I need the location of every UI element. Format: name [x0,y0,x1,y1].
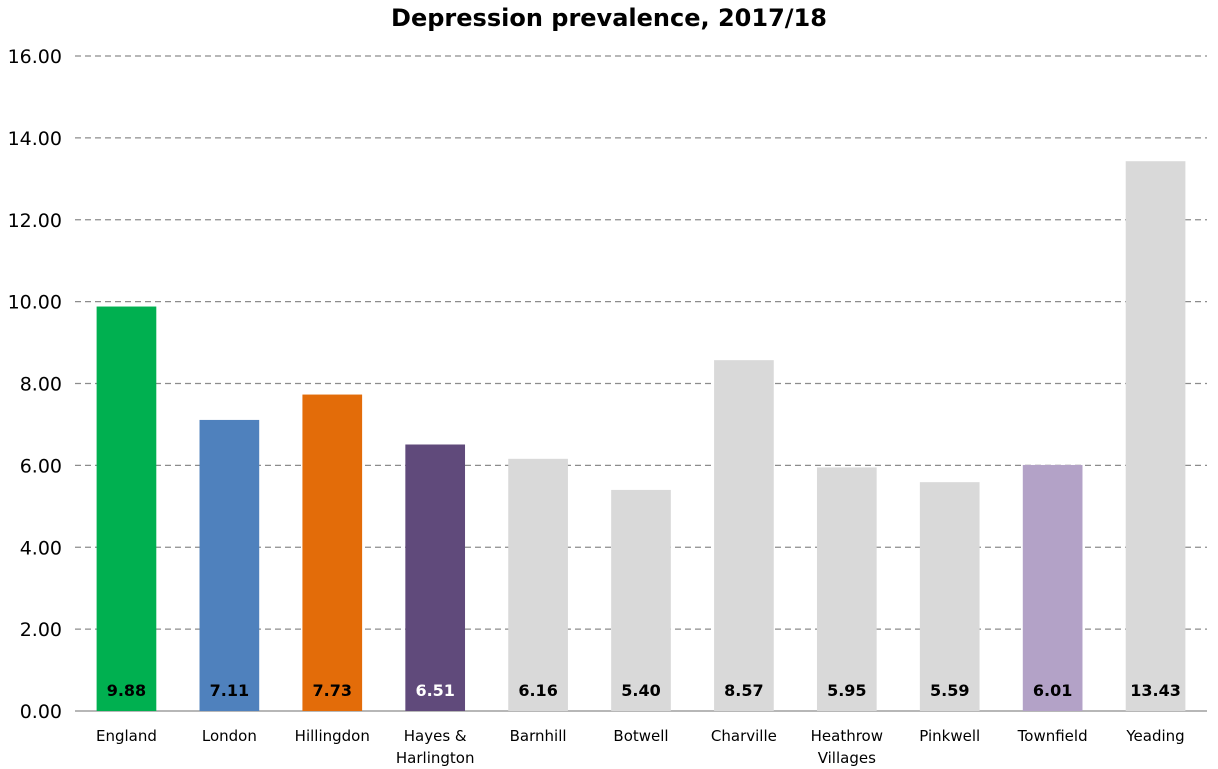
bar [714,360,774,711]
data-label: 6.16 [518,681,557,700]
y-tick-label: 8.00 [20,374,62,396]
bar [816,467,877,711]
x-tick-label: Townfield [1017,727,1088,745]
data-labels: 9.88 7.11 7.73 6.51 6.16 5.40 8.57 5.95 5.59 6.01… [107,681,1181,700]
bar [199,419,260,711]
y-tick-label: 10.00 [8,292,62,314]
y-tick-label: 12.00 [8,210,62,232]
bars [96,161,1186,712]
bar [302,394,363,711]
y-tick-label: 0.00 [20,701,62,723]
y-tick-label: 14.00 [8,128,62,150]
x-tick-label: Heathrow Villages [811,727,883,767]
bar [611,489,671,711]
bar [919,482,980,711]
data-label: 7.11 [210,681,249,700]
bar [405,444,466,711]
data-label: 6.01 [1033,681,1072,700]
data-label: 5.59 [930,681,969,700]
y-tick-label: 16.00 [8,46,62,68]
x-tick-label: London [202,727,257,745]
bar [1022,464,1083,711]
bar [96,306,157,711]
x-tick-label: Pinkwell [919,727,980,745]
y-tick-label: 2.00 [20,619,62,641]
y-axis-ticks: 0.00 2.00 4.00 6.00 8.00 10.00 12.00 14.00 16.00 [8,46,62,723]
data-label: 13.43 [1130,681,1181,700]
chart-title: Depression prevalence, 2017/18 [391,4,827,32]
x-tick-label: Hillingdon [295,727,370,745]
x-tick-label: England [96,727,157,745]
data-label: 6.51 [415,681,454,700]
data-label: 5.95 [827,681,866,700]
data-label: 7.73 [313,681,352,700]
y-tick-label: 6.00 [20,455,62,477]
x-axis-ticks: England London Hillingdon Hayes & Harlington… [96,727,1185,767]
gridlines [75,55,1207,712]
y-tick-label: 4.00 [20,537,62,559]
data-label: 9.88 [107,681,146,700]
x-tick-label: Charville [711,727,777,745]
bar [508,458,568,711]
x-tick-label: Barnhill [510,727,567,745]
data-label: 5.40 [621,681,660,700]
x-tick-label: Hayes & Harlington [396,727,475,767]
data-label: 8.57 [724,681,763,700]
x-tick-label: Yeading [1125,727,1184,745]
x-tick-label: Botwell [613,727,668,745]
bar [1125,161,1186,712]
